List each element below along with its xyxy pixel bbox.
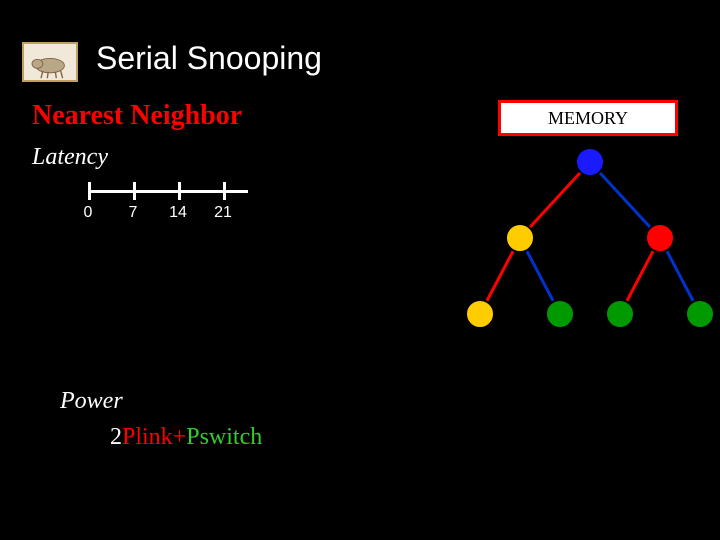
axis-tick-label: 7: [129, 204, 138, 222]
axis-tick: [178, 182, 181, 200]
formula-pswitch: Pswitch: [186, 424, 262, 450]
axis-tick-label: 14: [169, 204, 187, 222]
axis-tick-label: 0: [84, 204, 93, 222]
axis-tick-label: 21: [214, 204, 232, 222]
tree-node: [575, 147, 605, 177]
tree-node: [645, 223, 675, 253]
subtitle: Nearest Neighbor: [32, 100, 242, 132]
axis-tick: [223, 182, 226, 200]
formula-coefficient: 2: [110, 424, 122, 450]
power-heading: Power: [60, 388, 123, 415]
latency-heading: Latency: [32, 144, 108, 171]
tree-node: [685, 299, 715, 329]
formula-plink: Plink: [122, 424, 173, 450]
power-formula: 2Plink+Pswitch: [110, 424, 262, 451]
latency-axis: 071421: [88, 176, 248, 216]
tree-node: [605, 299, 635, 329]
axis-tick: [88, 182, 91, 200]
logo-icon: [22, 42, 78, 82]
formula-plus: +: [173, 424, 187, 450]
page-title: Serial Snooping: [96, 40, 322, 77]
axis-tick: [133, 182, 136, 200]
tree-diagram: [420, 130, 710, 350]
tree-node: [545, 299, 575, 329]
tree-node: [505, 223, 535, 253]
tree-node: [465, 299, 495, 329]
